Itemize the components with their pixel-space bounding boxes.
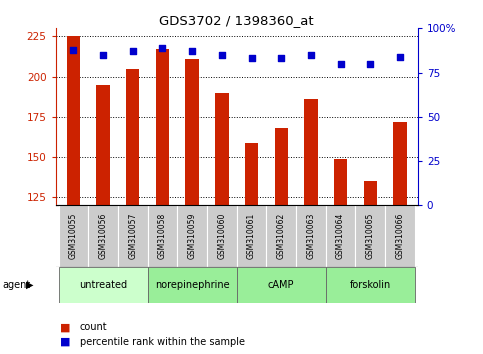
Text: GSM310066: GSM310066 [396,213,404,259]
Text: GSM310059: GSM310059 [187,213,197,259]
Text: cAMP: cAMP [268,280,295,290]
Bar [237,267,326,303]
Bar [126,69,140,205]
Bar [177,205,207,267]
Bar [156,49,169,205]
Point [70,47,77,52]
Text: GSM310055: GSM310055 [69,213,78,259]
Point [129,48,137,54]
Bar [326,205,355,267]
Text: norepinephrine: norepinephrine [155,280,229,290]
Point [307,52,315,58]
Bar [118,205,148,267]
Bar [266,205,296,267]
Bar [88,205,118,267]
Text: GSM310056: GSM310056 [99,213,108,259]
Point [158,45,166,51]
Text: GSM310060: GSM310060 [217,213,227,259]
Point [218,52,226,58]
Text: GSM310058: GSM310058 [158,213,167,259]
Text: forskolin: forskolin [350,280,391,290]
Bar [245,143,258,205]
Bar [237,205,266,267]
Bar [148,267,237,303]
Bar [364,181,377,205]
Point [277,56,285,61]
Title: GDS3702 / 1398360_at: GDS3702 / 1398360_at [159,14,314,27]
Bar [355,205,385,267]
Point [367,61,374,67]
Text: ■: ■ [60,322,71,332]
Text: GSM310063: GSM310063 [306,213,315,259]
Bar [58,267,148,303]
Bar [304,99,318,205]
Text: GSM310061: GSM310061 [247,213,256,259]
Text: GSM310057: GSM310057 [128,213,137,259]
Text: GSM310062: GSM310062 [277,213,286,259]
Bar [385,205,415,267]
Bar [334,159,347,205]
Text: ■: ■ [60,337,71,347]
Point [337,61,344,67]
Bar [393,122,407,205]
Point [188,48,196,54]
Bar [97,85,110,205]
Text: count: count [80,322,107,332]
Bar [215,93,228,205]
Text: ▶: ▶ [26,280,34,290]
Bar [326,267,415,303]
Text: percentile rank within the sample: percentile rank within the sample [80,337,245,347]
Bar [207,205,237,267]
Point [396,54,404,59]
Text: untreated: untreated [79,280,127,290]
Bar [58,205,88,267]
Bar [274,128,288,205]
Bar [67,36,80,205]
Bar [296,205,326,267]
Point [248,56,256,61]
Point [99,52,107,58]
Text: GSM310064: GSM310064 [336,213,345,259]
Bar [148,205,177,267]
Text: GSM310065: GSM310065 [366,213,375,259]
Bar [185,59,199,205]
Text: agent: agent [2,280,30,290]
